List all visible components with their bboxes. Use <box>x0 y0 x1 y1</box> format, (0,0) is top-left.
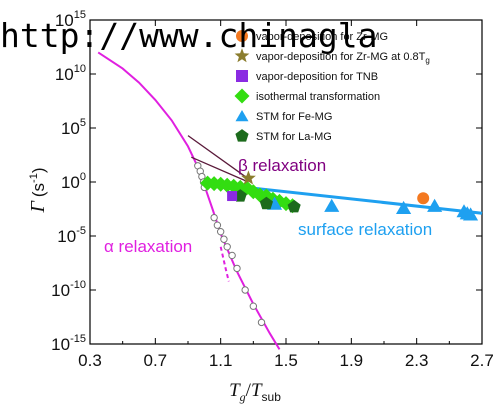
alpha-open-circle <box>210 213 218 222</box>
legend-label-text: vapor-deposition for TNB <box>256 71 378 83</box>
alpha-open-circle <box>241 286 249 294</box>
beta-line-upper <box>187 135 249 180</box>
x-tick-label: 2.3 <box>405 351 429 370</box>
alpha-open-circle <box>257 318 266 327</box>
legend-marker <box>236 70 248 82</box>
x-tick-label: 0.3 <box>78 351 102 370</box>
y-tick-exp: 10 <box>74 63 86 75</box>
y-tick-exp: 0 <box>80 171 86 183</box>
y-tick-exp: 5 <box>80 117 86 129</box>
legend-marker <box>235 110 249 122</box>
svg-text:Γ(s-1): Γ (s-1) <box>27 167 49 213</box>
annotation-beta: β relaxation <box>238 156 326 175</box>
x-axis-label-main2: T <box>251 380 263 401</box>
y-axis-label: Γ (s-1) <box>27 167 49 213</box>
x-tick-label: 1.5 <box>274 351 298 370</box>
legend-label: vapor-deposition for Zr-MG at 0.8Tg <box>256 51 430 65</box>
x-axis-label-sub1: g <box>240 390 246 404</box>
zr-star-point <box>241 170 256 185</box>
markers <box>194 162 479 327</box>
y-tick-exp: -15 <box>70 333 86 345</box>
legend-label: vapor-deposition for Zr-MG <box>256 31 388 43</box>
y-tick-label: 10-10 <box>51 279 86 300</box>
y-tick-base: 10 <box>61 173 80 192</box>
y-axis-label-unit: (s <box>29 183 48 197</box>
y-tick-label: 105 <box>61 117 86 138</box>
x-axis-label-sep: / <box>246 380 252 401</box>
legend-label-sub: g <box>425 56 429 65</box>
alpha-open-circle <box>233 264 241 273</box>
fe-triangle-point <box>427 198 443 212</box>
y-tick-base: 10 <box>55 65 74 84</box>
x-tick-label: 1.1 <box>209 351 233 370</box>
legend-label-text: STM for Fe-MG <box>256 111 332 123</box>
legend-marker <box>235 129 249 142</box>
y-axis-label-exp: -1 <box>28 173 40 183</box>
legend-label: STM for La-MG <box>256 131 332 143</box>
y-tick-base: 10 <box>57 227 76 246</box>
zr-circle-point <box>417 192 430 205</box>
y-axis-label-close: ) <box>29 167 48 173</box>
y-tick-exp: 15 <box>74 9 86 21</box>
y-tick-label: 10-15 <box>51 333 86 354</box>
legend-label: isothermal transformation <box>256 91 380 103</box>
x-axis-label: Tg/Tsub <box>229 380 281 404</box>
y-tick-label: 1015 <box>55 9 86 30</box>
legend-label: vapor-deposition for TNB <box>256 71 378 83</box>
beta-line-lower <box>191 156 249 183</box>
y-tick-label: 10-5 <box>57 225 86 246</box>
y-tick-exp: -5 <box>76 225 86 237</box>
legend: vapor-deposition for Zr-MG vapor-depositi… <box>234 30 430 143</box>
x-tick-label: 0.7 <box>144 351 168 370</box>
y-tick-base: 10 <box>55 11 74 30</box>
fe-triangle-point <box>396 200 412 214</box>
watermark-text: http://www.chinagla <box>0 16 378 55</box>
annotation-alpha: α relaxation <box>104 237 192 256</box>
legend-label-text: STM for La-MG <box>256 131 332 143</box>
y-tick-label: 100 <box>61 171 86 192</box>
y-tick-base: 10 <box>61 119 80 138</box>
ticks: 0.3 0.7 1.1 1.5 1.9 2.3 2.710-1510-1010-510010… <box>51 9 494 370</box>
alpha-open-circle <box>223 243 231 251</box>
fe-triangle-point <box>324 198 340 212</box>
legend-label-text: vapor-deposition for Zr-MG at 0.8T <box>256 51 426 63</box>
x-tick-label: 1.9 <box>340 351 364 370</box>
x-axis-label-main: T <box>229 380 241 401</box>
legend-label: STM for Fe-MG <box>256 111 332 123</box>
alpha-open-circle <box>220 235 228 243</box>
la-pentagon-point <box>259 196 273 210</box>
fe-triangle-point <box>463 207 479 221</box>
alpha-open-circle <box>216 227 225 236</box>
la-pentagon-point <box>287 199 301 213</box>
y-axis-label-main: Γ <box>27 200 49 214</box>
y-tick-base: 10 <box>51 281 70 300</box>
alpha-open-circle <box>213 221 222 229</box>
y-tick-label: 1010 <box>55 63 86 84</box>
annotation-surface: surface relaxation <box>298 220 432 239</box>
alpha-open-circle <box>249 302 258 310</box>
x-tick-label: 2.7 <box>470 351 494 370</box>
legend-marker <box>236 30 248 42</box>
alpha-dashed-curve <box>219 246 230 282</box>
y-tick-exp: -10 <box>70 279 86 291</box>
y-tick-base: 10 <box>51 335 70 354</box>
x-axis-label-sub2: sub <box>262 390 282 404</box>
legend-label-text: isothermal transformation <box>256 91 380 103</box>
tnb-square-point <box>227 191 238 202</box>
legend-marker <box>234 48 250 63</box>
alpha-open-circle <box>228 251 236 260</box>
legend-label-text: vapor-deposition for Zr-MG <box>256 31 388 43</box>
plot-area <box>89 19 483 345</box>
legend-marker <box>234 88 250 104</box>
